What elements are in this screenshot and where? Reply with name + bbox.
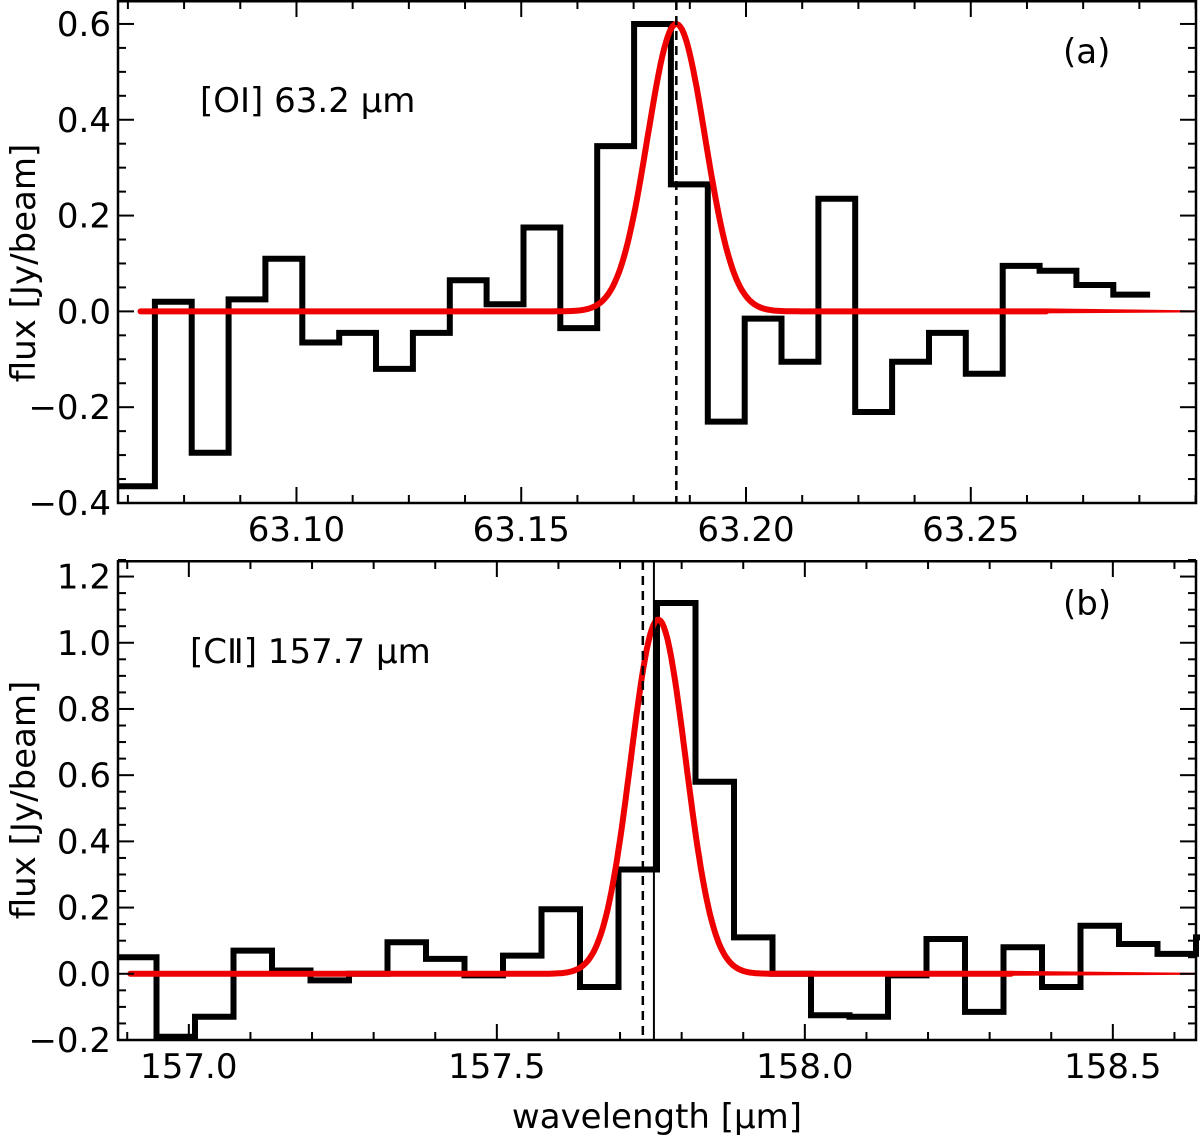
panel-b-x-tick-label: 158.5	[1064, 1047, 1161, 1087]
panel-a-fit-continuation	[1046, 308, 1196, 314]
panel-a-panel-letter: (a)	[1063, 32, 1110, 72]
panel-b-x-tick-label: 157.5	[448, 1047, 545, 1087]
panel-a-gaussian-fit-curve	[137, 20, 1050, 315]
panel-b-y-axis-label: flux [Jy/beam]	[4, 681, 44, 919]
panel-b-y-tick-label: 1.2	[57, 558, 111, 598]
panel-a-y-tick-label: 0.2	[57, 197, 111, 237]
panel-b-panel-letter: (b)	[1063, 584, 1111, 624]
panel-a-line-label: [OI] 63.2 μm	[200, 81, 415, 121]
panel-b-y-tick-label: −0.2	[28, 1021, 111, 1061]
panel-a-spectrum-layer	[118, 21, 1151, 490]
panel-b-frame	[116, 560, 1198, 1042]
panel-b-y-tick-label: 0.8	[57, 690, 111, 730]
panel-a-y-tick-label: −0.2	[28, 388, 111, 428]
panel-b-y-tick-label: 0.6	[57, 756, 111, 796]
panel-b-x-tick-label: 158.0	[756, 1047, 853, 1087]
panel-a-y-tick-labels: −0.4 −0.2 0.0 0.2 0.4 0.6	[28, 5, 111, 524]
panel-a-spectrum-histogram	[118, 21, 1151, 490]
panel-a-x-tick-label: 63.20	[697, 510, 794, 550]
panel-a-y-tick-label: −0.4	[28, 484, 111, 524]
panel-b-fit-continuation	[1011, 970, 1196, 976]
panel-b-y-tick-labels: −0.2 0.0 0.2 0.4 0.6 0.8 1.0 1.2	[28, 558, 111, 1061]
panel-b-y-tick-label: 0.0	[57, 955, 111, 995]
panel-a-y-tick-label: 0.6	[57, 5, 111, 45]
panel-b-y-tick-label: 1.0	[57, 624, 111, 664]
panel-b-x-tick-labels: 157.0 157.5 158.0 158.5	[140, 1047, 1161, 1087]
panel-b-y-tick-label: 0.2	[57, 889, 111, 929]
panel-b-reference-lines	[641, 561, 655, 1040]
panel-b-fit-layer	[127, 616, 1196, 977]
panel-a-y-axis-label: flux [Jy/beam]	[4, 144, 44, 382]
panel-a: 63.10 63.15 63.20 63.25 −0.4 −0.2 0.0 0.2 0.4 0.…	[4, 0, 1198, 550]
panel-a-x-tick-labels: 63.10 63.15 63.20 63.25	[248, 510, 1020, 550]
panel-b: 157.0 157.5 158.0 158.5 −0.2 0.0 0.2 0.4 0.6 0.8…	[4, 558, 1200, 1137]
panel-a-fit-layer	[137, 20, 1196, 315]
panel-b-line-label: [CⅡ] 157.7 μm	[190, 632, 431, 672]
panel-a-x-tick-label: 63.25	[922, 510, 1019, 550]
panel-b-x-tick-label: 157.0	[140, 1047, 237, 1087]
panel-b-gaussian-fit-curve	[127, 616, 1015, 977]
panel-a-y-tick-label: 0.0	[57, 292, 111, 332]
panel-a-x-tick-label: 63.10	[248, 510, 345, 550]
panel-a-x-tick-label: 63.15	[473, 510, 570, 550]
panel-b-y-tick-label: 0.4	[57, 822, 111, 862]
panel-b-x-axis-label: wavelength [μm]	[512, 1097, 802, 1137]
panel-a-frame	[116, 0, 1198, 505]
panel-a-y-tick-label: 0.4	[57, 101, 111, 141]
